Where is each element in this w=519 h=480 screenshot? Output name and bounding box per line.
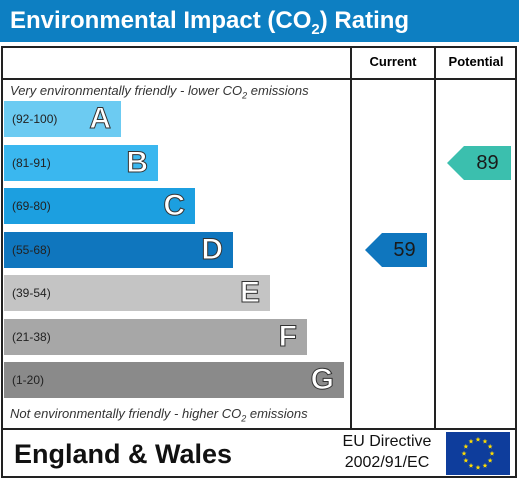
divider-current xyxy=(350,46,352,430)
band-a: (92-100) A xyxy=(4,101,121,137)
eu-star xyxy=(482,438,488,444)
column-current: Current xyxy=(369,54,417,69)
eu-star xyxy=(463,457,469,463)
band-range: (1-20) xyxy=(12,373,45,387)
eu-flag-icon xyxy=(446,432,510,475)
eu-star xyxy=(461,450,467,456)
eu-directive-line2: 2002/91/EC xyxy=(344,454,430,471)
current-arrow-point xyxy=(365,232,382,267)
band-d: (55-68) D xyxy=(4,231,233,268)
header-divider xyxy=(1,78,517,80)
current-rating-value: 59 xyxy=(382,232,427,267)
top-note: Very environmentally friendly - lower CO… xyxy=(10,83,309,101)
band-range: (39-54) xyxy=(12,286,51,300)
region-label: England & Wales xyxy=(14,439,233,469)
band-e: (39-54) E xyxy=(4,275,270,311)
eu-star xyxy=(475,464,481,470)
band-letter: C xyxy=(163,189,186,223)
band-letter: E xyxy=(239,276,260,310)
band-letter: B xyxy=(126,145,149,179)
band-range: (21-38) xyxy=(12,329,51,344)
eu-directive-line1: EU Directive xyxy=(342,433,432,450)
band-range: (55-68) xyxy=(12,242,51,257)
divider-potential xyxy=(434,46,436,430)
band-letter: G xyxy=(310,363,334,397)
eu-star xyxy=(487,443,493,449)
band-letter: F xyxy=(278,319,297,353)
eu-star xyxy=(463,443,469,449)
footer-divider xyxy=(1,428,517,430)
eu-star xyxy=(487,457,493,463)
eu-star xyxy=(468,438,474,444)
page-title: Environmental Impact (CO2) Rating xyxy=(0,0,519,42)
band-letter: D xyxy=(201,232,224,266)
eu-star xyxy=(475,436,481,442)
potential-rating-value: 89 xyxy=(464,145,511,180)
eu-directive: EU Directive 2002/91/EC xyxy=(333,431,441,473)
potential-arrow-point xyxy=(447,145,464,180)
column-potential: Potential xyxy=(448,54,504,69)
eu-star xyxy=(482,463,488,468)
eu-star xyxy=(489,450,495,456)
band-g: (1-20) G xyxy=(4,362,344,398)
band-range: (92-100) xyxy=(12,112,58,126)
band-f: (21-38) F xyxy=(4,318,307,355)
band-range: (81-91) xyxy=(12,155,51,170)
potential-rating-arrow: 89 xyxy=(447,145,511,180)
bottom-note: Not environmentally friendly - higher CO… xyxy=(10,406,308,424)
band-c: (69-80) C xyxy=(4,188,195,224)
eu-star xyxy=(468,463,474,468)
current-rating-arrow: 59 xyxy=(365,232,427,267)
band-b: (81-91) B xyxy=(4,144,158,181)
rating-frame xyxy=(1,46,517,478)
band-letter: A xyxy=(89,102,112,136)
band-range: (69-80) xyxy=(12,199,51,213)
